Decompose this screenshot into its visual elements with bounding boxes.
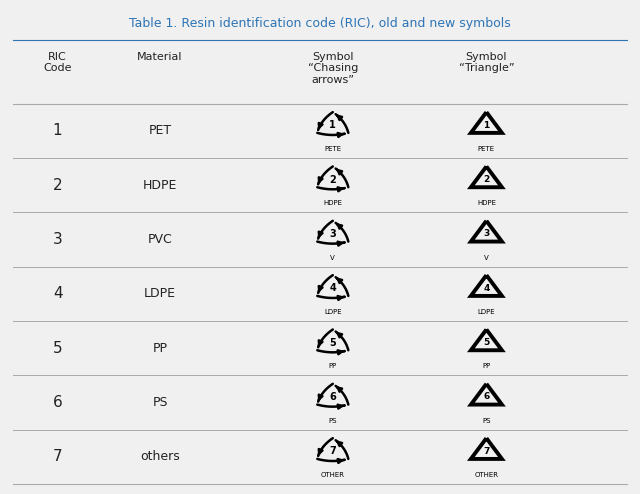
Text: PP: PP <box>152 342 168 355</box>
Text: Symbol
“Triangle”: Symbol “Triangle” <box>459 52 514 74</box>
Text: 5: 5 <box>330 337 336 348</box>
Text: 7: 7 <box>330 446 336 456</box>
Text: HDPE: HDPE <box>143 179 177 192</box>
Text: V: V <box>330 255 335 261</box>
Text: 1: 1 <box>330 120 336 130</box>
Text: Material: Material <box>137 52 183 62</box>
Text: RIC
Code: RIC Code <box>44 52 72 74</box>
Text: PS: PS <box>482 418 491 424</box>
Text: 7: 7 <box>52 450 63 464</box>
Text: OTHER: OTHER <box>321 472 345 478</box>
Text: LDPE: LDPE <box>144 288 176 300</box>
Text: 2: 2 <box>330 174 336 185</box>
Text: OTHER: OTHER <box>474 472 499 478</box>
Text: 3: 3 <box>330 229 336 239</box>
Text: LDPE: LDPE <box>324 309 342 315</box>
Text: PP: PP <box>483 364 490 370</box>
Text: 7: 7 <box>483 447 490 456</box>
Text: 6: 6 <box>52 395 63 410</box>
Text: PVC: PVC <box>148 233 172 246</box>
Text: 1: 1 <box>52 124 63 138</box>
Text: 2: 2 <box>52 178 63 193</box>
Text: 5: 5 <box>52 341 63 356</box>
Text: 6: 6 <box>483 392 490 402</box>
Text: HDPE: HDPE <box>477 201 496 206</box>
Text: V: V <box>484 255 489 261</box>
Text: 4: 4 <box>483 284 490 293</box>
Text: Table 1. Resin identification code (RIC), old and new symbols: Table 1. Resin identification code (RIC)… <box>129 17 511 30</box>
Text: 6: 6 <box>330 392 336 402</box>
Text: LDPE: LDPE <box>477 309 495 315</box>
Text: others: others <box>140 451 180 463</box>
Text: 2: 2 <box>483 175 490 184</box>
Text: PP: PP <box>329 364 337 370</box>
Text: PS: PS <box>152 396 168 409</box>
Text: 5: 5 <box>483 338 490 347</box>
Text: PS: PS <box>328 418 337 424</box>
Text: HDPE: HDPE <box>323 201 342 206</box>
Text: 3: 3 <box>52 232 63 247</box>
Text: 4: 4 <box>330 283 336 293</box>
Text: Symbol
“Chasing
arrows”: Symbol “Chasing arrows” <box>308 52 358 85</box>
Text: 1: 1 <box>483 121 490 130</box>
Text: 4: 4 <box>52 287 63 301</box>
Text: PET: PET <box>148 124 172 137</box>
Text: PETE: PETE <box>478 146 495 152</box>
Text: PETE: PETE <box>324 146 341 152</box>
Text: 3: 3 <box>483 229 490 239</box>
